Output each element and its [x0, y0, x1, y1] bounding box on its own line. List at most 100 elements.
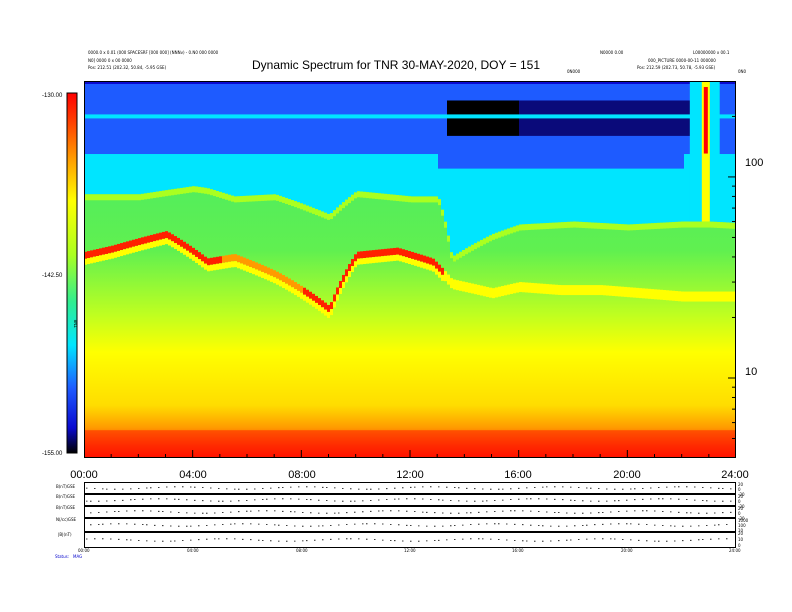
ridge-halo-column [180, 246, 183, 253]
edge-column [576, 221, 579, 228]
ridge-column [663, 290, 666, 301]
ridge-halo-column [87, 258, 90, 265]
edge-column [510, 227, 513, 234]
ridge-column [636, 287, 639, 298]
panel4-tick-c: 10 [738, 528, 744, 533]
edge-column [117, 194, 120, 201]
ridge-halo-column [384, 255, 387, 262]
ridge-halo-column [291, 287, 294, 294]
ridge-column [564, 285, 567, 296]
ridge-column [522, 282, 525, 293]
edge-column [285, 197, 288, 204]
edge-column [546, 222, 549, 229]
ridge-halo-column [408, 258, 411, 265]
edge-column [90, 194, 93, 201]
edge-column [303, 204, 306, 211]
edge-column [615, 223, 618, 230]
freq-tick-10: 10 [745, 366, 758, 378]
ridge-column [147, 235, 150, 243]
edge-column [300, 203, 303, 210]
panel-trace [86, 538, 728, 542]
ridge-halo-column [378, 256, 381, 263]
ridge-column [546, 284, 549, 295]
header-left-line2: N0] 0000 0 x 00 0000 [88, 58, 132, 63]
ridge-halo-column [243, 264, 246, 271]
ridge-column [123, 242, 126, 250]
edge-column [483, 238, 486, 245]
edge-column [684, 221, 687, 228]
ridge-halo-column [354, 261, 357, 268]
x-tick-6: 24:00 [721, 469, 749, 481]
edge-column [204, 187, 207, 194]
edge-column [330, 213, 333, 220]
edge-column [690, 221, 693, 228]
ridge-column [687, 291, 690, 302]
edge-column [516, 225, 519, 232]
ridge-column [225, 255, 228, 263]
ridge-column [720, 291, 723, 302]
edge-column [351, 194, 354, 201]
ridge-column [351, 259, 354, 267]
ridge-column [432, 258, 435, 266]
ridge-column [255, 262, 258, 270]
ridge-halo-column [123, 249, 126, 256]
edge-column [378, 193, 381, 200]
ridge-halo-column [342, 281, 345, 288]
ridge-column [729, 291, 732, 302]
ridge-column [207, 258, 210, 266]
edge-column [450, 252, 453, 259]
edge-column [123, 194, 126, 201]
ridge-halo-column [258, 270, 261, 277]
ridge-halo-column [135, 245, 138, 252]
ridge-halo-column [138, 245, 141, 252]
blue-column [444, 81, 447, 169]
ridge-halo-column [222, 262, 225, 269]
edge-column [255, 195, 258, 202]
ridge-column [408, 251, 411, 259]
edge-column [345, 199, 348, 206]
ridge-column [462, 281, 465, 292]
edge-column [297, 202, 300, 209]
ridge-column [606, 285, 609, 296]
edge-column [159, 191, 162, 198]
ridge-halo-column [318, 305, 321, 312]
edge-column [534, 223, 537, 230]
ridge-halo-column [276, 278, 279, 285]
edge-column [165, 190, 168, 197]
ridge-column [84, 251, 87, 259]
ridge-halo-column [309, 298, 312, 305]
ridge-halo-column [270, 275, 273, 282]
edge-column [306, 205, 309, 212]
ridge-column [360, 251, 363, 259]
edge-column [540, 223, 543, 230]
edge-column [225, 193, 228, 200]
edge-column [549, 222, 552, 229]
edge-column [468, 246, 471, 253]
ridge-column [510, 283, 513, 294]
ridge-halo-column [105, 253, 108, 260]
ridge-column [258, 263, 261, 271]
edge-column [453, 255, 456, 262]
edge-column [417, 196, 420, 203]
ridge-column [456, 280, 459, 291]
edge-column [564, 222, 567, 229]
ridge-column [348, 264, 351, 272]
edge-column [423, 196, 426, 203]
edge-column [219, 191, 222, 198]
ridge-column [474, 284, 477, 295]
ridge-halo-column [411, 258, 414, 265]
ridge-column [483, 286, 486, 297]
ridge-column [528, 282, 531, 293]
ridge-column [501, 286, 504, 297]
edge-column [507, 228, 510, 235]
ridge-column [393, 247, 396, 255]
edge-column [234, 196, 237, 203]
ridge-column [591, 285, 594, 296]
ridge-halo-column [288, 285, 291, 292]
ridge-column [570, 285, 573, 296]
edge-column [711, 221, 714, 228]
ridge-column [504, 285, 507, 296]
edge-column [474, 243, 477, 250]
ridge-column [441, 267, 444, 275]
ridge-column [363, 251, 366, 259]
